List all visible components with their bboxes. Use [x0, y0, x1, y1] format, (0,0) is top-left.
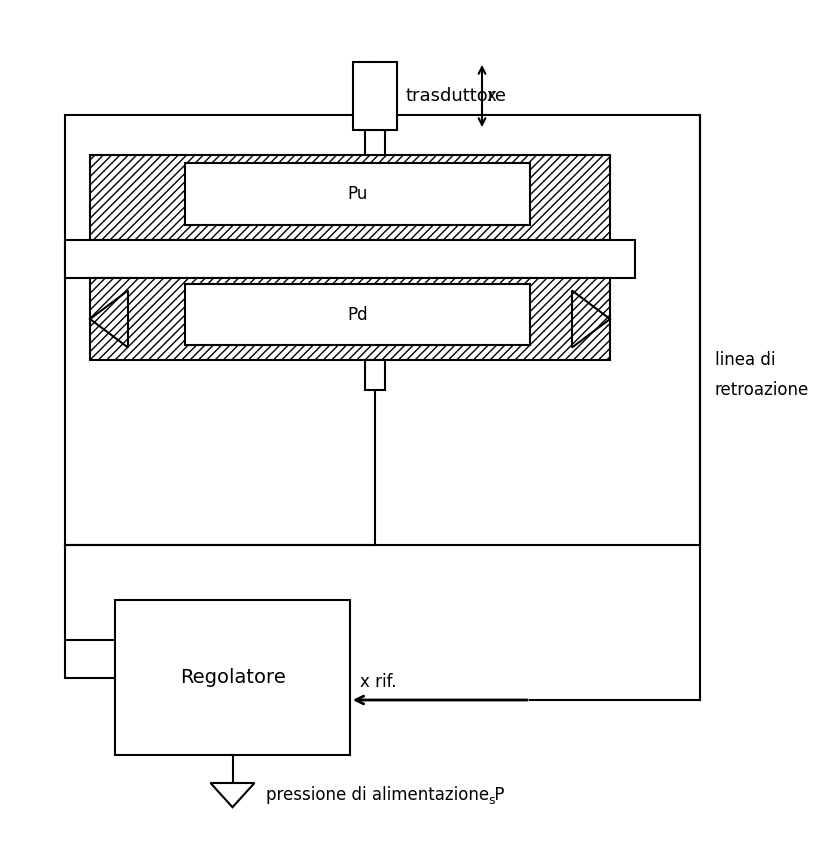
Bar: [365, 360, 385, 390]
Text: retroazione: retroazione: [715, 381, 809, 399]
Bar: [65, 240, 635, 278]
Bar: [90, 155, 610, 240]
Bar: [185, 163, 530, 225]
Polygon shape: [90, 291, 128, 347]
Text: pressione di alimentazione P: pressione di alimentazione P: [266, 786, 505, 804]
Text: x: x: [487, 87, 497, 105]
Bar: [65, 115, 700, 545]
Polygon shape: [211, 783, 255, 807]
Bar: [353, 62, 397, 130]
Text: Regolatore: Regolatore: [180, 668, 286, 687]
Text: Pd: Pd: [347, 306, 368, 324]
Text: x rif.: x rif.: [360, 673, 396, 691]
Bar: [365, 130, 385, 155]
Text: linea di: linea di: [715, 351, 775, 369]
Text: trasduttore: trasduttore: [405, 87, 506, 105]
Bar: [90, 278, 610, 360]
Text: s: s: [489, 794, 495, 806]
Polygon shape: [572, 291, 610, 347]
Bar: [185, 284, 530, 345]
Text: Pu: Pu: [347, 185, 368, 203]
Bar: [115, 600, 350, 755]
